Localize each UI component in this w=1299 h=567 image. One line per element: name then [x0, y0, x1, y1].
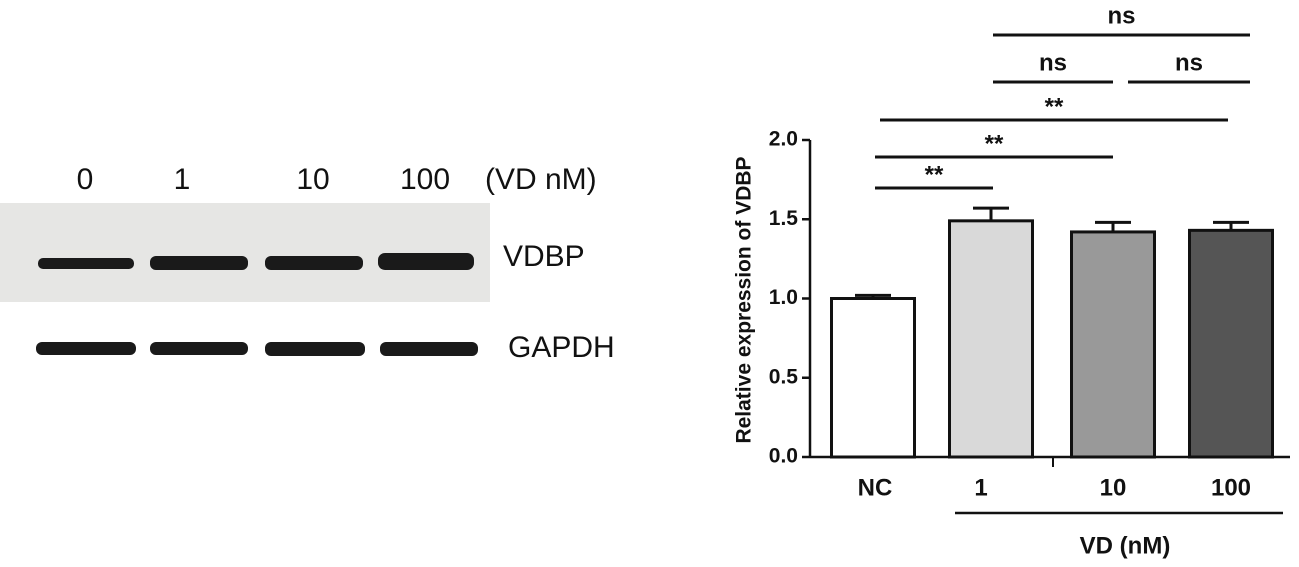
significance-label: ns: [1107, 2, 1135, 29]
band: [378, 253, 474, 270]
significance-label: **: [925, 161, 944, 188]
y-tick-label: 2.0: [769, 128, 798, 151]
x-tick-label: 100: [1211, 474, 1251, 501]
band: [265, 256, 363, 270]
y-tick-label: 1.5: [769, 207, 799, 230]
band: [38, 258, 134, 269]
band-label: GAPDH: [508, 331, 615, 364]
vdbp-bands: [38, 253, 474, 270]
y-tick-label: 1.0: [769, 286, 798, 309]
lane-label: 0: [77, 163, 94, 196]
significance-label: **: [1045, 93, 1064, 120]
blot-membrane: [0, 203, 490, 302]
lane-label: 1: [174, 163, 191, 196]
lane-label: 10: [296, 163, 329, 196]
significance-label: **: [985, 130, 1004, 157]
band: [380, 342, 478, 356]
bar: [948, 219, 1034, 459]
bar: [1188, 228, 1274, 459]
lane-label: 100: [400, 163, 450, 196]
band: [36, 342, 136, 355]
significance-label: ns: [1175, 49, 1203, 76]
group-label: VD (nM): [1080, 532, 1171, 559]
y-axis-label: Relative expression of VDBP: [733, 156, 756, 443]
bar: [1070, 230, 1156, 459]
x-tick-label: 10: [1100, 474, 1127, 501]
band: [150, 256, 248, 270]
bar-chart: Relative expression of VDBP 0.0 0.5 1.0 1.5…: [733, 2, 1290, 559]
gapdh-bands: [36, 342, 478, 356]
x-tick-label: NC: [858, 474, 893, 501]
significance-label: ns: [1039, 49, 1067, 76]
y-tick-label: 0.0: [769, 445, 798, 468]
band: [265, 342, 365, 356]
bar: [830, 297, 916, 459]
band: [150, 342, 248, 355]
band-label: VDBP: [503, 240, 585, 273]
western-blot: 0 1 10 100 (VD nM) VDBP GAPDH: [0, 163, 615, 364]
lane-unit: (VD nM): [485, 163, 597, 196]
y-tick-label: 0.5: [769, 365, 799, 388]
x-tick-label: 1: [974, 474, 987, 501]
